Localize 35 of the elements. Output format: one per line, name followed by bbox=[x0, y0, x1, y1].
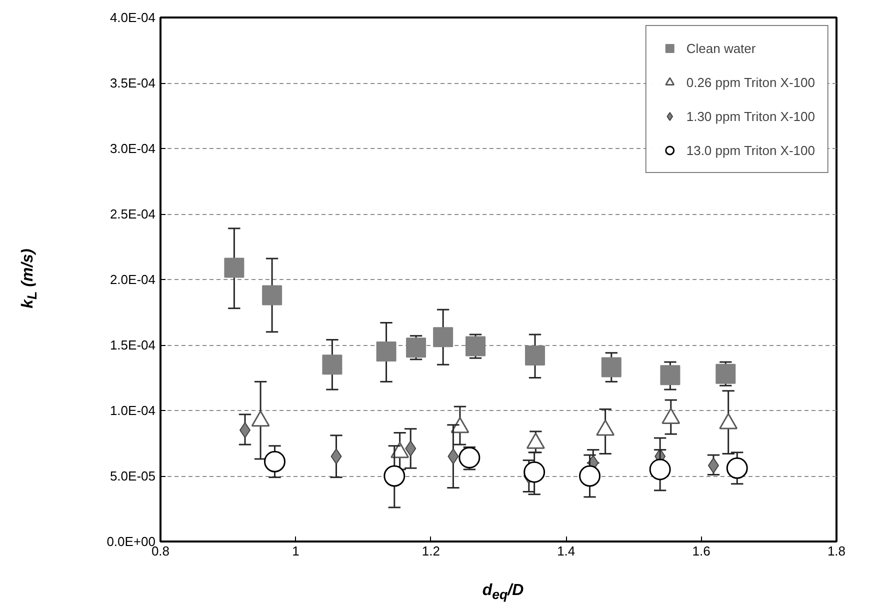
point bbox=[579, 465, 601, 487]
x-tick-label: 1.6 bbox=[692, 544, 710, 558]
y-tick-label: 1.0E-04 bbox=[110, 403, 156, 418]
legend-label: 0.26 ppm Triton X-100 bbox=[686, 74, 815, 90]
point bbox=[525, 345, 546, 366]
point bbox=[322, 354, 342, 375]
point bbox=[660, 365, 680, 386]
point bbox=[649, 458, 671, 480]
point bbox=[716, 364, 736, 384]
y-tick-label: 1.5E-04 bbox=[110, 338, 156, 352]
y-tick-label: 4.0E-04 bbox=[110, 10, 156, 25]
y-tick-label: 3.5E-04 bbox=[110, 76, 156, 90]
point bbox=[726, 457, 748, 479]
point bbox=[601, 357, 622, 378]
point bbox=[524, 461, 546, 483]
point bbox=[376, 342, 396, 362]
point bbox=[224, 258, 244, 278]
point bbox=[406, 338, 426, 358]
x-tick-label: 1.4 bbox=[557, 544, 576, 558]
legend-label: 1.30 ppm Triton X-100 bbox=[686, 108, 815, 124]
y-tick-label: 3.0E-04 bbox=[110, 141, 156, 156]
x-tick-label: 1.8 bbox=[827, 544, 846, 558]
legend-label: 13.0 ppm Triton X-100 bbox=[686, 142, 815, 158]
x-tick-label: 1 bbox=[292, 544, 300, 558]
x-tick-label: 1.2 bbox=[422, 544, 440, 558]
point bbox=[264, 450, 286, 472]
point bbox=[262, 285, 282, 306]
point bbox=[433, 327, 454, 348]
legend-label: Clean water bbox=[686, 40, 756, 56]
x-axis-title: d$_{eq}$/D bbox=[482, 581, 524, 604]
y-tick-label: 5.0E-05 bbox=[110, 468, 156, 484]
point bbox=[466, 336, 486, 356]
y-tick-label: 2.5E-04 bbox=[110, 206, 156, 222]
y-tick-label: 2.0E-04 bbox=[110, 272, 156, 287]
point bbox=[458, 446, 480, 468]
